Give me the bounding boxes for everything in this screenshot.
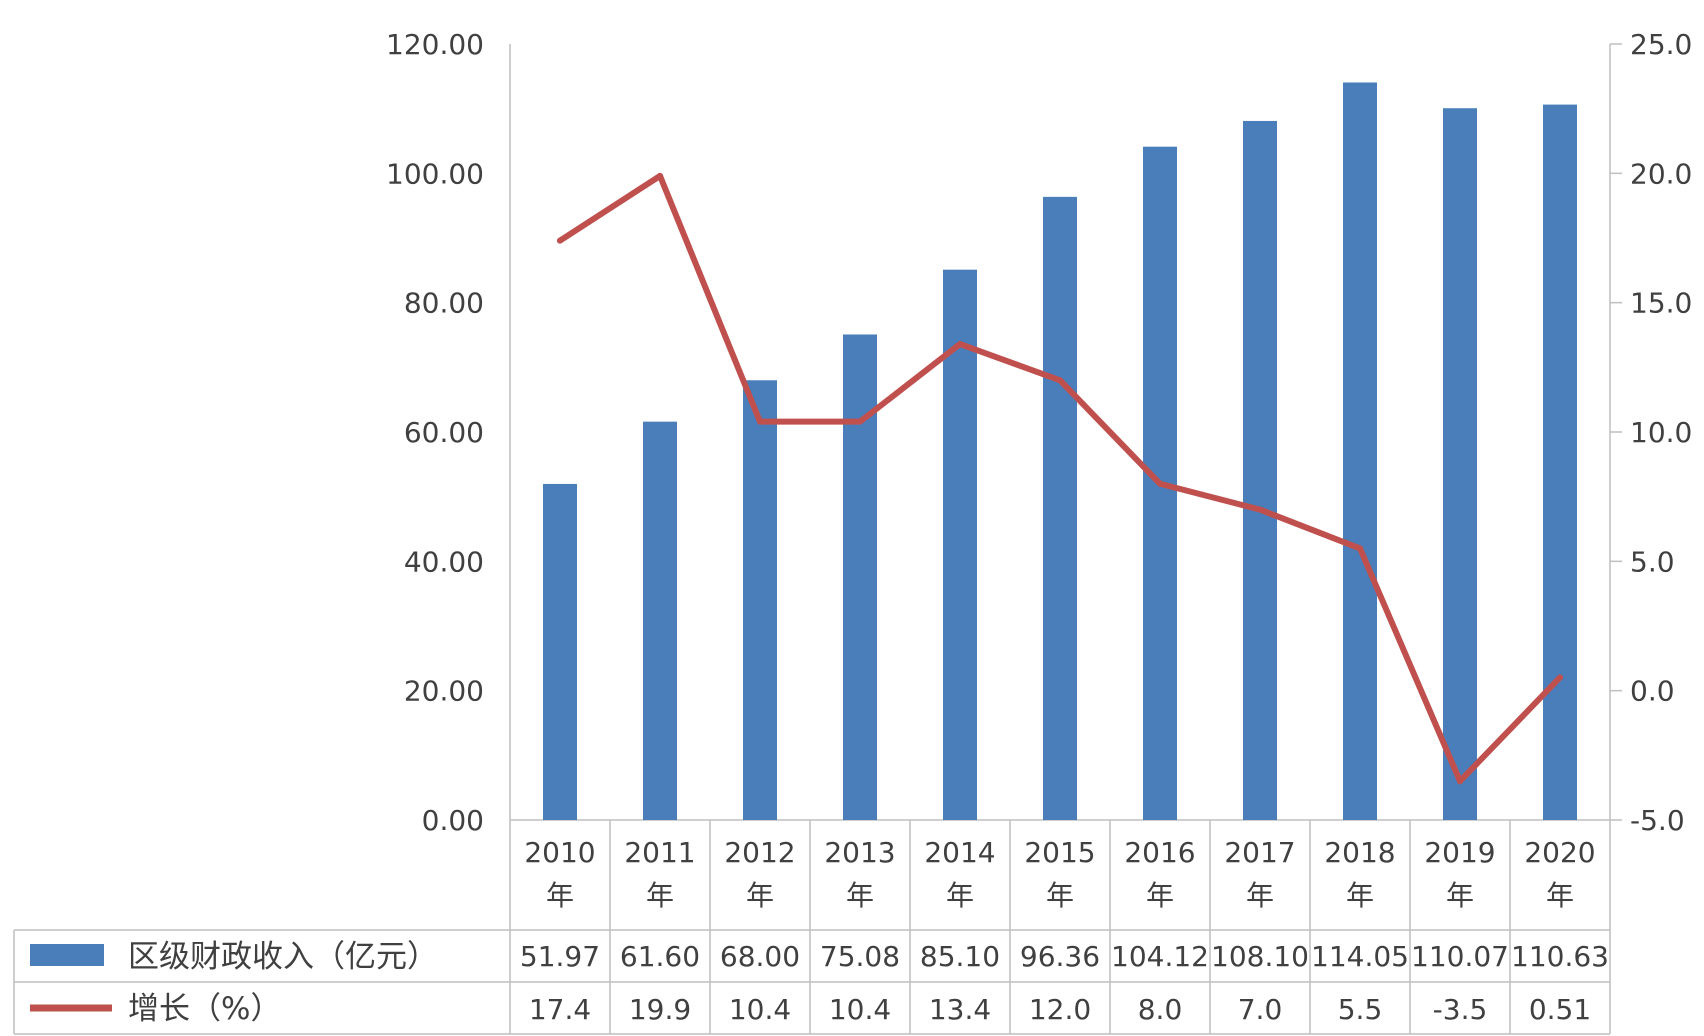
category-year-label: 2015 <box>1024 836 1095 869</box>
category-suffix-label: 年 <box>1246 879 1274 912</box>
left-axis-tick-label: 80.00 <box>404 287 484 320</box>
right-axis-tick-label: 15.0 <box>1630 287 1692 320</box>
legend-bar-key <box>30 944 104 966</box>
category-year-label: 2020 <box>1524 836 1595 869</box>
category-year-label: 2013 <box>824 836 895 869</box>
growth-point <box>1057 377 1063 384</box>
bar-series <box>543 82 1577 821</box>
right-axis-tick-label: 25.0 <box>1630 28 1692 61</box>
bar-value-cell: 104.12 <box>1111 940 1209 973</box>
category-year-label: 2019 <box>1424 836 1495 869</box>
line-series <box>557 172 1563 785</box>
growth-value-cell: 19.9 <box>629 993 691 1026</box>
category-suffix-label: 年 <box>1546 879 1574 912</box>
category-suffix-label: 年 <box>1146 879 1174 912</box>
left-axis-tick-label: 120.00 <box>386 28 484 61</box>
category-suffix-label: 年 <box>1346 879 1374 912</box>
left-axis-tick-label: 100.00 <box>386 157 484 190</box>
bar <box>1343 82 1377 820</box>
growth-point <box>857 418 863 425</box>
growth-point <box>557 237 563 244</box>
right-axis-tick-label: 20.0 <box>1630 157 1692 190</box>
bar-value-cell: 75.08 <box>820 940 900 973</box>
category-year-label: 2018 <box>1324 836 1395 869</box>
category-year-label: 2010 <box>524 836 595 869</box>
growth-point <box>657 172 663 179</box>
category-suffix-label: 年 <box>846 879 874 912</box>
legend-bar-label: 区级财政收入（亿元） <box>128 939 438 975</box>
right-y-axis: -5.0 0.0 5.0 10.0 15.0 20.0 25.0 <box>1609 28 1692 837</box>
growth-point <box>1357 545 1363 552</box>
bar <box>743 380 777 820</box>
bar <box>1543 104 1577 821</box>
category-year-label: 2014 <box>924 836 995 869</box>
bar <box>643 421 677 820</box>
bar <box>843 334 877 820</box>
bar-value-cell: 114.05 <box>1311 940 1409 973</box>
legend-line-label: 增长（%） <box>128 991 281 1027</box>
category-suffix-label: 年 <box>1046 879 1074 912</box>
growth-value-cell: 10.4 <box>829 993 891 1026</box>
bar-value-cell: 110.07 <box>1411 940 1509 973</box>
growth-value-cell: 0.51 <box>1529 993 1591 1026</box>
bar-value-cell: 68.00 <box>720 940 800 973</box>
category-suffix-label: 年 <box>1446 879 1474 912</box>
left-axis-tick-label: 40.00 <box>404 545 484 578</box>
right-axis-tick-label: 5.0 <box>1630 545 1675 578</box>
category-year-label: 2012 <box>724 836 795 869</box>
growth-point <box>757 418 763 425</box>
growth-value-cell: 13.4 <box>929 993 991 1026</box>
left-axis-tick-label: 0.00 <box>422 804 484 837</box>
category-year-label: 2011 <box>624 836 695 869</box>
bar-value-cell: 96.36 <box>1020 940 1100 973</box>
growth-value-cell: 10.4 <box>729 993 791 1026</box>
bar <box>543 483 577 820</box>
growth-value-cell: 7.0 <box>1238 993 1283 1026</box>
category-suffix-label: 年 <box>946 879 974 912</box>
left-axis-tick-label: 60.00 <box>404 416 484 449</box>
category-year-label: 2016 <box>1124 836 1195 869</box>
bar-value-cell: 108.10 <box>1211 940 1309 973</box>
category-suffix-label: 年 <box>546 879 574 912</box>
bar <box>1043 196 1077 820</box>
left-y-axis: 0.00 20.00 40.00 60.00 80.00 100.00 120.00 <box>386 28 511 837</box>
growth-value-cell: 17.4 <box>529 993 591 1026</box>
bar <box>1443 108 1477 821</box>
right-axis-tick-label: -5.0 <box>1630 804 1685 837</box>
growth-point <box>957 341 963 348</box>
category-year-label: 2017 <box>1224 836 1295 869</box>
growth-point <box>1157 480 1163 487</box>
growth-point <box>1257 506 1263 513</box>
growth-value-cell: -3.5 <box>1433 993 1488 1026</box>
growth-value-cell: 5.5 <box>1338 993 1383 1026</box>
right-axis-tick-label: 0.0 <box>1630 675 1675 708</box>
growth-value-cell: 8.0 <box>1138 993 1183 1026</box>
left-axis-tick-label: 20.00 <box>404 675 484 708</box>
bar-value-cell: 110.63 <box>1511 940 1609 973</box>
category-suffix-label: 年 <box>646 879 674 912</box>
right-axis-tick-label: 10.0 <box>1630 416 1692 449</box>
data-table: 2010 年 2011 年 2012 年 2013 年 2014 年 2015 年 2016 年 2017 年… <box>13 820 1611 1035</box>
bar <box>943 269 977 821</box>
bar-value-cell: 85.10 <box>920 940 1000 973</box>
bar <box>1243 120 1277 821</box>
bar-value-cell: 51.97 <box>520 940 600 973</box>
growth-point <box>1457 778 1463 785</box>
growth-point <box>1557 674 1563 681</box>
bar-value-cell: 61.60 <box>620 940 700 973</box>
category-suffix-label: 年 <box>746 879 774 912</box>
growth-value-cell: 12.0 <box>1029 993 1091 1026</box>
